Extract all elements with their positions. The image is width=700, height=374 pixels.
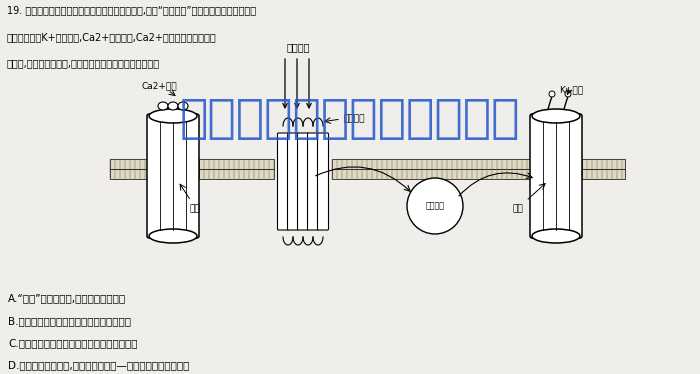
FancyBboxPatch shape bbox=[277, 133, 288, 230]
FancyBboxPatch shape bbox=[298, 133, 309, 230]
Bar bbox=[582, 169, 625, 179]
Circle shape bbox=[565, 91, 571, 97]
FancyBboxPatch shape bbox=[307, 133, 318, 230]
FancyBboxPatch shape bbox=[288, 133, 298, 230]
Ellipse shape bbox=[149, 229, 197, 243]
Circle shape bbox=[549, 91, 555, 97]
Bar bbox=[110, 159, 147, 169]
Text: 激活: 激活 bbox=[190, 205, 200, 214]
Text: A.“味蒂”属于感受器,能产生并传导兴奋: A.“味蒂”属于感受器,能产生并传导兴奋 bbox=[8, 293, 127, 303]
Text: 甜味受体: 甜味受体 bbox=[343, 114, 365, 123]
Ellipse shape bbox=[532, 109, 580, 123]
FancyBboxPatch shape bbox=[530, 114, 582, 238]
Text: 微信公众号关注：趣找答案: 微信公众号关注：趣找答案 bbox=[180, 96, 520, 141]
Text: 19. 人的舌头、上颌和咍部的味蒂能感受甜味刺激,并在“味觉中枢”产甜味感。甜味受体与蔗: 19. 人的舌头、上颌和咍部的味蒂能感受甜味刺激,并在“味觉中枢”产甜味感。甜味… bbox=[7, 6, 256, 16]
Ellipse shape bbox=[532, 229, 580, 243]
Ellipse shape bbox=[158, 102, 168, 110]
Text: Ca2+通道: Ca2+通道 bbox=[141, 81, 177, 90]
Bar bbox=[199, 169, 274, 179]
Text: 糖分子结合使K+通道关闭,Ca2+通道开放,Ca2+内流而使细胞释放神: 糖分子结合使K+通道关闭,Ca2+通道开放,Ca2+内流而使细胞释放神 bbox=[7, 32, 217, 42]
Text: 关闭: 关闭 bbox=[512, 205, 524, 214]
Bar bbox=[199, 159, 274, 169]
Bar bbox=[332, 159, 530, 169]
Bar bbox=[110, 169, 147, 179]
Text: 信号转导: 信号转导 bbox=[426, 202, 444, 211]
Text: 经递质,使兴奋传导下去,过程如图所示。下列分析成立的是: 经递质,使兴奋传导下去,过程如图所示。下列分析成立的是 bbox=[7, 58, 160, 68]
Bar bbox=[332, 169, 530, 179]
Bar bbox=[582, 159, 625, 169]
FancyBboxPatch shape bbox=[147, 114, 199, 238]
FancyBboxPatch shape bbox=[318, 133, 328, 230]
Ellipse shape bbox=[149, 109, 197, 123]
Ellipse shape bbox=[178, 102, 188, 110]
Text: C.与蔗糖分子结合的甜味受体位于突触后膜上: C.与蔗糖分子结合的甜味受体位于突触后膜上 bbox=[8, 338, 138, 349]
Text: D.正常人摄入甜食后,机体可通过神经—体液调节维持血糖平衡: D.正常人摄入甜食后,机体可通过神经—体液调节维持血糖平衡 bbox=[8, 360, 190, 370]
Circle shape bbox=[407, 178, 463, 234]
Text: 蔗糖分子: 蔗糖分子 bbox=[286, 42, 309, 52]
Text: K+通道: K+通道 bbox=[559, 86, 583, 95]
Text: B.味蒂受刺激后产甜味感的过程不属于反射: B.味蒂受刺激后产甜味感的过程不属于反射 bbox=[8, 316, 132, 326]
Ellipse shape bbox=[168, 102, 178, 110]
